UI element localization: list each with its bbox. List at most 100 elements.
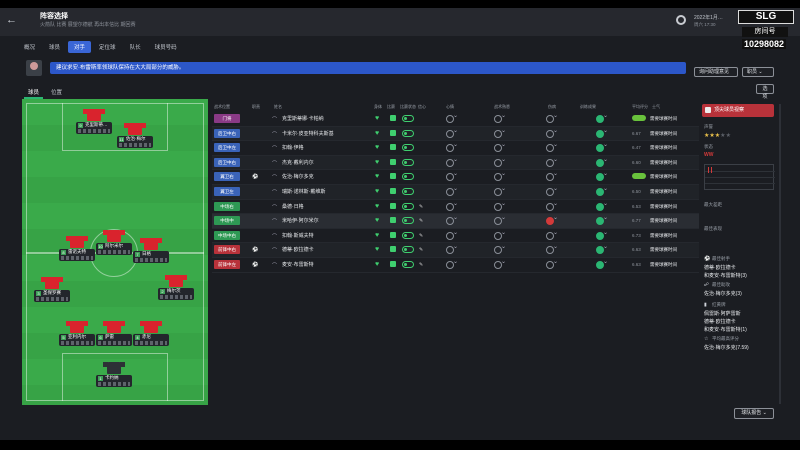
dropdown-selector[interactable]	[446, 156, 458, 167]
dropdown-selector[interactable]	[494, 170, 506, 182]
pitch-player[interactable]: 8 雷诺夫特	[59, 236, 95, 261]
dropdown-selector[interactable]	[546, 200, 558, 211]
cards-value[interactable]: 佩雷斯·阿萨雷斯	[704, 311, 741, 317]
pitch-player[interactable]: 7 日格	[133, 238, 169, 263]
col-header[interactable]: 比赛状态	[400, 104, 416, 109]
tab-captain[interactable]: 队长	[129, 45, 141, 51]
dropdown-selector[interactable]	[446, 229, 458, 240]
table-row[interactable]: 前锋中右 ⚽ ⌒ 德蒂·欧拉德卡 ♥ ✎ 6.63 需要球赛时间	[212, 243, 699, 258]
dropdown-selector[interactable]	[446, 141, 458, 153]
dropdown-selector[interactable]	[546, 141, 558, 153]
subtab-players[interactable]: 球员	[24, 87, 44, 99]
col-header[interactable]: 平均评分	[632, 104, 648, 109]
match-toggle[interactable]	[402, 231, 414, 239]
table-row[interactable]: 翼卫左 ⌒ 瑞斯·诺林斯·戴维斯 ♥ 6.50 需要球赛时间	[212, 184, 699, 200]
match-toggle[interactable]	[402, 217, 414, 225]
table-row[interactable]: 后卫中右 ⌒ 卡米尔·皮亚特科夫斯基 ♥ 6.67 需要球赛时间	[212, 126, 699, 142]
staff-dropdown[interactable]: 职员 ⌄	[742, 67, 774, 77]
top-scorer-value-2[interactable]: 和麦安·布雷斯特(3)	[704, 273, 747, 279]
player-name[interactable]: 扣翰·斯威夫特	[282, 232, 314, 239]
dropdown-selector[interactable]	[596, 170, 608, 182]
player-name[interactable]: 麦安·布雷斯特	[282, 261, 314, 268]
pitch-player[interactable]: 1 卡约纳	[96, 362, 132, 387]
col-header[interactable]: 姓名	[274, 104, 282, 109]
dropdown-selector[interactable]	[446, 214, 458, 226]
dropdown-selector[interactable]	[494, 185, 506, 196]
dropdown-selector[interactable]	[546, 170, 558, 182]
dropdown-selector[interactable]	[494, 141, 506, 153]
dropdown-selector[interactable]	[494, 214, 506, 226]
dropdown-selector[interactable]	[446, 112, 458, 123]
dropdown-selector[interactable]	[446, 127, 458, 138]
dropdown-selector[interactable]	[494, 200, 506, 211]
pitch-player[interactable]: 3 圣保罗赛	[34, 277, 70, 302]
tab-player-numbers[interactable]: 球员号码	[154, 45, 177, 51]
dropdown-selector[interactable]	[596, 112, 608, 123]
table-row[interactable]: 中场右 ⌒ 桑德·日格 ♥ ✎ 6.53 需要球赛时间	[212, 200, 699, 215]
dropdown-selector[interactable]	[446, 258, 458, 269]
col-header[interactable]: 心情	[446, 104, 454, 109]
player-name[interactable]: 德蒂·欧拉德卡	[282, 247, 314, 254]
match-toggle[interactable]	[402, 187, 414, 195]
col-header[interactable]: 信心	[418, 104, 426, 109]
dropdown-selector[interactable]	[546, 127, 558, 138]
player-name[interactable]: 扣翰·伊格	[282, 145, 304, 152]
dropdown-selector[interactable]	[546, 243, 558, 255]
dropdown-selector[interactable]	[494, 156, 506, 167]
dropdown-selector[interactable]	[596, 127, 608, 138]
dropdown-selector[interactable]	[546, 214, 558, 226]
dropdown-selector[interactable]	[596, 258, 608, 269]
table-row[interactable]: 后卫中右 ⌒ 杰克·戴利内尔 ♥ 6.60 需要球赛时间	[212, 155, 699, 171]
options-button[interactable]: 选项	[756, 84, 774, 100]
dropdown-selector[interactable]	[596, 141, 608, 153]
dropdown-selector[interactable]	[596, 229, 608, 240]
dropdown-selector[interactable]	[546, 258, 558, 269]
match-toggle[interactable]	[402, 144, 414, 152]
table-scrollbar[interactable]	[779, 104, 781, 404]
dropdown-selector[interactable]	[596, 214, 608, 226]
match-toggle[interactable]	[402, 158, 414, 166]
player-name[interactable]: 杰克·戴利内尔	[282, 159, 314, 166]
dropdown-selector[interactable]	[446, 170, 458, 182]
col-header[interactable]: 身体	[374, 104, 382, 109]
tab-players[interactable]: 球员	[49, 45, 61, 51]
back-arrow-icon[interactable]: ←	[6, 14, 17, 26]
col-header[interactable]: 训练成果	[580, 104, 596, 109]
pitch-player[interactable]: 9 克里斯蒂…	[76, 109, 112, 134]
dropdown-selector[interactable]	[596, 200, 608, 211]
dropdown-selector[interactable]	[546, 156, 558, 167]
dropdown-selector[interactable]	[596, 185, 608, 196]
match-toggle[interactable]	[402, 246, 414, 254]
dropdown-selector[interactable]	[546, 112, 558, 123]
gear-icon[interactable]	[676, 15, 686, 25]
dropdown-selector[interactable]	[494, 243, 506, 255]
match-toggle[interactable]	[402, 173, 414, 181]
col-header[interactable]: 比赛	[387, 104, 395, 109]
dropdown-selector[interactable]	[546, 185, 558, 196]
player-name[interactable]: 卡米尔·皮亚特科夫斯基	[282, 130, 334, 137]
dropdown-selector[interactable]	[446, 185, 458, 196]
top-scorer-value[interactable]: 德蒂·欧拉德卡	[704, 265, 736, 271]
ask-assistant-button[interactable]: 询问助理意见	[694, 67, 738, 77]
top-assist-value[interactable]: 佐治·梅尔多克(3)	[704, 291, 742, 297]
avg-rating-value[interactable]: 佐治·梅尔多克(7.59)	[704, 345, 749, 351]
pitch-player[interactable]: 10 阿尔米尔	[96, 230, 132, 255]
table-row[interactable]: 门将 ⌒ 克里斯蒂娜·卡帕纳 ♥ 需要球赛时间	[212, 112, 699, 127]
table-row[interactable]: 前锋中左 ⚽ ⌒ 麦安·布雷斯特 ♥ ✎ 6.63 需要球赛时间	[212, 258, 699, 273]
col-header[interactable]: 战术位置	[214, 104, 230, 109]
pitch-player[interactable]: 6 萨雷	[96, 321, 132, 346]
dropdown-selector[interactable]	[546, 229, 558, 240]
table-row[interactable]: 中场中 ⌒ 米哈伊·阿尔米尔 ♥ ✎ 6.77 需要球赛时间	[212, 214, 699, 229]
col-header[interactable]: 职责	[252, 104, 260, 109]
team-report-button[interactable]: 球队报告 ⌄	[734, 408, 774, 419]
dropdown-selector[interactable]	[494, 258, 506, 269]
match-toggle[interactable]	[402, 115, 414, 122]
pitch-player[interactable]: 5 亚利内尔	[59, 321, 95, 346]
dropdown-selector[interactable]	[494, 112, 506, 123]
scout-top-player-button[interactable]: 顶尖球员视察	[702, 104, 774, 117]
player-name[interactable]: 克里斯蒂娜·卡帕纳	[282, 116, 324, 122]
pitch-player[interactable]: 2 梅尔茨	[158, 275, 194, 300]
player-name[interactable]: 桑德·日格	[282, 203, 304, 210]
col-header[interactable]: 战术熟悉	[494, 104, 510, 109]
match-toggle[interactable]	[402, 129, 414, 137]
